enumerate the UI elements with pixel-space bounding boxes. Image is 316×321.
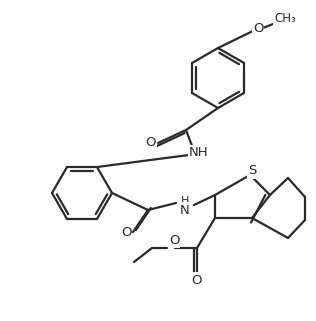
Text: CH₃: CH₃ [274,13,296,25]
Text: S: S [248,164,256,178]
Text: O: O [192,273,202,287]
Text: O: O [169,233,179,247]
Text: NH: NH [189,146,209,160]
Text: O: O [121,225,131,239]
Text: O: O [146,136,156,150]
Text: H: H [181,196,189,206]
Text: O: O [253,22,263,34]
Text: N: N [180,204,190,216]
